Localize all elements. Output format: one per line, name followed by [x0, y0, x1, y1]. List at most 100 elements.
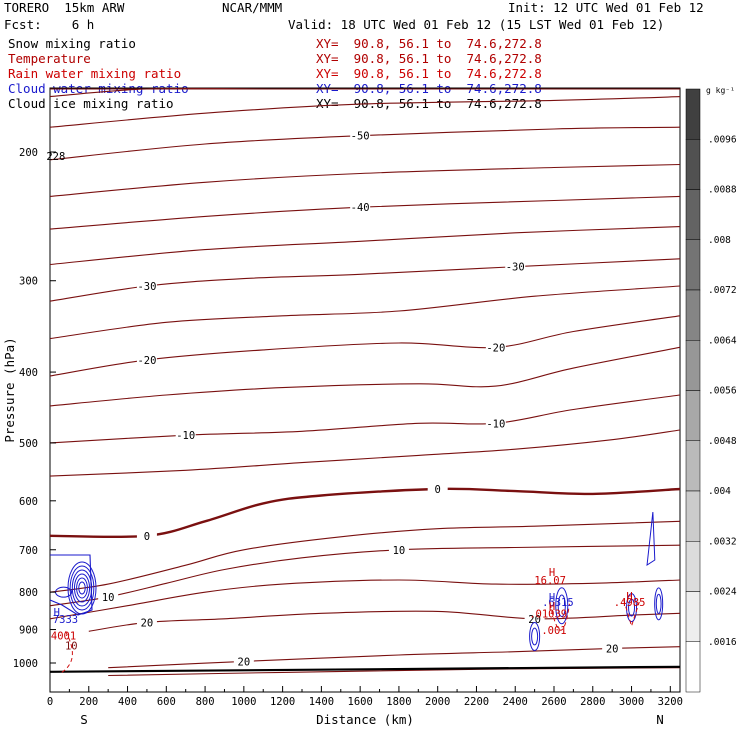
annotation-label: 228	[46, 151, 65, 163]
colorbar-label: .0088	[708, 185, 737, 196]
x-tick-label: 200	[79, 696, 98, 708]
x-axis-label: Distance (km)	[316, 712, 414, 727]
x-tick-label: 1600	[348, 696, 373, 708]
temperature-contour-20	[108, 646, 681, 669]
temperature-contour-label: -30	[137, 281, 156, 293]
temperature-contour-label: 0	[435, 484, 441, 496]
temperature-contour-20	[88, 610, 681, 632]
field-name-snow: Snow mixing ratio	[8, 36, 136, 51]
rain-water-contour-left	[61, 631, 73, 673]
y-tick-label: 800	[19, 587, 38, 599]
x-tick-label: 1800	[386, 696, 411, 708]
annotation-label: H	[54, 607, 60, 619]
colorbar-label: .0032	[708, 536, 737, 547]
annotations: L-66.86228H16.07H.6315H.01039.001H.4985H…	[46, 151, 646, 653]
contour-label-bg	[98, 590, 119, 603]
contour-label-bg	[233, 655, 254, 668]
annotation-label: .6315	[542, 597, 574, 609]
contour-label-bg	[485, 341, 506, 354]
annotation-label: .01039	[529, 608, 567, 620]
colorbar-segment	[685, 340, 701, 391]
colorbar-segment	[685, 289, 701, 341]
cloud-water-contour-3100	[646, 511, 656, 566]
init-time: Init: 12 UTC Wed 01 Feb 12	[508, 0, 704, 15]
x-tick-label: 2800	[580, 696, 605, 708]
contour-label-bg	[136, 279, 157, 292]
temperature-contour-minus15	[49, 346, 681, 407]
temperature-contour-minus25	[49, 285, 681, 340]
cloud-water-contour-3140	[654, 587, 664, 621]
temperature-contour-0	[49, 487, 681, 539]
y-tick-label: 600	[19, 496, 38, 508]
temperature-contour-label: 0	[144, 531, 150, 543]
cloud-water-contour-2640	[555, 587, 569, 625]
field-name-rain: Rain water mixing ratio	[8, 66, 182, 81]
model-name: TORERO 15km ARW	[4, 0, 125, 15]
cloud-water-contour-left-core	[73, 573, 91, 603]
y-tick-label: 500	[19, 438, 38, 450]
cloud-water-contour-2640	[557, 594, 566, 618]
temperature-contour-label: 20	[238, 656, 251, 668]
annotation-label: H	[549, 567, 555, 579]
contour-label-bg	[485, 417, 506, 430]
contour-label-bg	[505, 260, 526, 273]
temperature-contour-minus60	[49, 87, 680, 98]
contour-label-bg	[136, 529, 157, 542]
y-tick-label: 1000	[13, 658, 38, 670]
annotation-label: .4985	[614, 597, 646, 609]
colorbar-label: .0064	[708, 335, 737, 346]
x-tick-label: 2400	[503, 696, 528, 708]
contour-label-bg	[136, 616, 157, 629]
colorbar-label: .0024	[708, 587, 737, 598]
temperature-contour-label: 20	[528, 614, 541, 626]
plot-frame	[49, 87, 681, 693]
contour-label-bg	[524, 612, 545, 625]
x-tick-label: 800	[196, 696, 215, 708]
temperature-contour-minus55	[49, 96, 681, 128]
colorbar-segment	[685, 591, 701, 642]
temperature-contour-15	[49, 579, 681, 620]
colorbar-unit: g kg⁻¹	[706, 86, 735, 95]
temperature-contour-label: 20	[141, 617, 154, 629]
rain-water-contour-3000	[623, 599, 640, 628]
field-xy-temperature: XY= 90.8, 56.1 to 74.6,272.8	[316, 51, 542, 66]
contour-label-bg	[175, 429, 196, 442]
valid-time: Valid: 18 UTC Wed 01 Feb 12 (15 LST Wed …	[288, 17, 665, 32]
cloud-water-contour-2500	[529, 622, 541, 652]
colorbar: .0096 .0088 .008 .0072 .0064 .0056 .0048 .004 .0…	[685, 88, 737, 693]
annotation-label: H	[549, 592, 555, 604]
temperature-contour-label: 20	[606, 643, 619, 655]
y-tick-label: 300	[19, 276, 38, 288]
colorbar-segment	[685, 139, 701, 190]
temperature-contour-label: -40	[351, 202, 370, 214]
temperature-contour-label: -10	[176, 430, 195, 442]
end-label-north: N	[656, 712, 664, 727]
temperature-contour-label: 10	[393, 545, 406, 557]
cloud-water-contour-left	[49, 554, 93, 616]
temperature-contour-label: -30	[506, 262, 525, 274]
colorbar-label: .008	[708, 235, 731, 246]
x-tick-label: 2600	[541, 696, 566, 708]
annotation-label: 7333	[53, 614, 78, 626]
contour-label-bg	[427, 482, 448, 495]
colorbar-segment	[685, 440, 701, 492]
axes: 0 200 400 600 800 1000 1200 1400 1600 1800 2000 220…	[13, 147, 683, 708]
colorbar-label: .0056	[708, 386, 737, 397]
rain-water-contours	[61, 599, 640, 673]
temperature-contour-minus10	[49, 394, 681, 444]
colorbar-label: .0016	[708, 637, 737, 648]
temperature-contour-label: -50	[351, 131, 370, 143]
cloud-water-contour-top-left	[55, 586, 73, 598]
temperature-contour-label: -20	[137, 355, 156, 367]
ground-surface-line	[49, 665, 681, 673]
colorbar-label: .004	[708, 486, 731, 497]
temperature-contour-5	[49, 520, 681, 593]
cloud-water-contour-left-core	[76, 577, 88, 599]
colorbar-segment	[685, 541, 701, 592]
cloud-water-contour-left-core	[71, 569, 93, 607]
contour-label-bg	[350, 129, 371, 142]
colorbar-segment	[685, 239, 701, 291]
x-tick-label: 1000	[231, 696, 256, 708]
